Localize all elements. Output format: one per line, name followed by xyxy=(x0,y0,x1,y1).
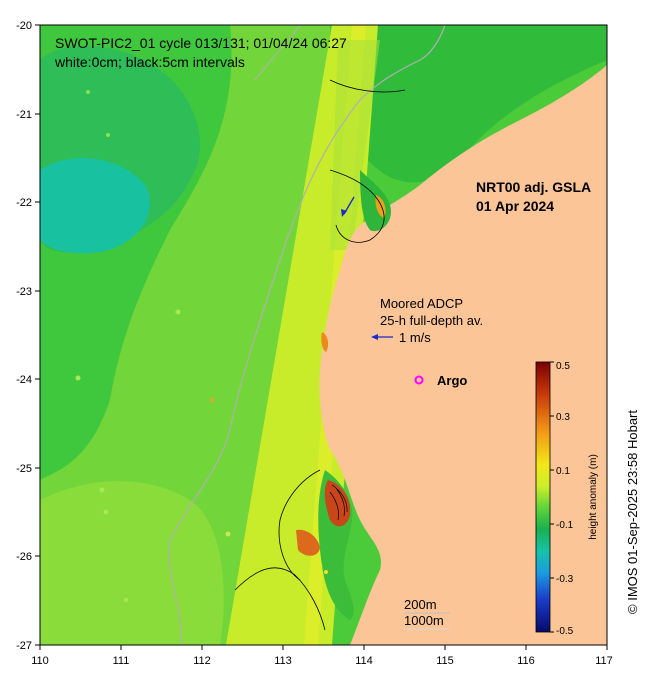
argo-float xyxy=(124,598,128,602)
lon-tick-label: 111 xyxy=(113,655,130,667)
map-subtitle: white:0cm; black:5cm intervals xyxy=(54,54,245,70)
coastline-outline xyxy=(168,25,446,645)
credit-text: © IMOS 01-Sep-2025 23:58 Hobart xyxy=(625,410,640,614)
argo-float xyxy=(341,25,347,27)
sea-level-band-south xyxy=(40,481,224,645)
lat-tick-label: -23 xyxy=(16,286,32,298)
contour-5cm-a xyxy=(329,169,385,243)
product-date: 01 Apr 2024 xyxy=(476,198,554,214)
product-label: NRT00 adj. GSLA xyxy=(476,179,591,195)
positive-anomaly-coastal xyxy=(375,195,386,218)
map-title: SWOT-PIC2_01 cycle 013/131; 01/04/24 06:… xyxy=(55,35,347,51)
lon-tick-label: 116 xyxy=(517,655,535,667)
colorbar-tick-label: 0.5 xyxy=(556,361,570,372)
argo-float xyxy=(86,90,90,94)
argo-float xyxy=(225,531,231,537)
colorbar-tick-label: 0.1 xyxy=(556,466,570,477)
bathy-line-north xyxy=(254,25,301,81)
contour-5cm-c xyxy=(329,79,406,93)
argo-float xyxy=(106,133,110,137)
lat-tick-label: -27 xyxy=(16,640,32,652)
lon-tick-label: 117 xyxy=(595,655,613,667)
lat-tick-label: -21 xyxy=(16,109,32,121)
lon-tick-label: 115 xyxy=(436,655,454,667)
lat-tick-label: -25 xyxy=(16,463,32,475)
adcp-velocity-arrowhead xyxy=(341,209,347,217)
contour-5cm-e xyxy=(329,484,348,521)
sea-level-band-ne xyxy=(360,25,607,183)
lat-tick-label: -22 xyxy=(16,197,32,209)
argo-float xyxy=(103,509,109,515)
argo-legend-label: Argo xyxy=(437,373,467,388)
bathy-legend-200: 200m xyxy=(404,597,437,612)
longitude-axis: 110 111 112 113 114 115 116 117 xyxy=(31,645,613,667)
argo-float xyxy=(175,309,181,315)
positive-anomaly-red xyxy=(324,480,351,527)
argo-float xyxy=(210,398,214,402)
colorbar-tick-label: -0.5 xyxy=(556,626,574,637)
argo-float xyxy=(99,487,105,493)
colorbar: 0.5 0.3 0.1 -0.1 -0.3 -0.5 height anomal… xyxy=(535,361,599,637)
lat-tick-label: -24 xyxy=(16,374,32,386)
argo-float xyxy=(75,375,81,381)
lat-tick-label: -20 xyxy=(16,20,32,32)
positive-anomaly-small xyxy=(321,332,329,352)
cyclonic-eddy xyxy=(40,158,150,254)
colorbar-tick-label: -0.1 xyxy=(556,520,574,531)
land-mass xyxy=(319,25,607,645)
lat-tick-label: -26 xyxy=(16,551,32,563)
velocity-scale-arrowhead xyxy=(371,334,378,340)
colorbar-tick-label: 0.3 xyxy=(556,412,570,423)
colorbar-label: height anomaly (m) xyxy=(588,454,599,540)
argo-legend-marker xyxy=(414,375,424,385)
colorbar-ramp xyxy=(535,361,551,633)
velocity-scale-label: 1 m/s xyxy=(399,330,431,345)
map-plot-area xyxy=(40,25,607,645)
adcp-legend-subtitle: 25-h full-depth av. xyxy=(380,313,483,328)
adcp-legend-title: Moored ADCP xyxy=(380,296,463,311)
contour-5cm-d xyxy=(234,567,326,631)
plot-frame xyxy=(39,24,608,646)
colorbar-tick-label: -0.3 xyxy=(556,574,574,585)
positive-anomaly-orange xyxy=(296,529,320,556)
lon-tick-label: 112 xyxy=(193,655,211,667)
bathy-legend-1000: 1000m xyxy=(404,613,444,628)
lon-tick-label: 114 xyxy=(355,655,373,667)
lon-tick-label: 110 xyxy=(31,655,49,667)
lon-tick-label: 113 xyxy=(274,655,292,667)
argo-float xyxy=(324,570,328,574)
contour-5cm-b xyxy=(278,469,321,581)
latitude-axis: -20 -21 -22 -23 -24 -25 -26 -27 xyxy=(16,20,40,652)
